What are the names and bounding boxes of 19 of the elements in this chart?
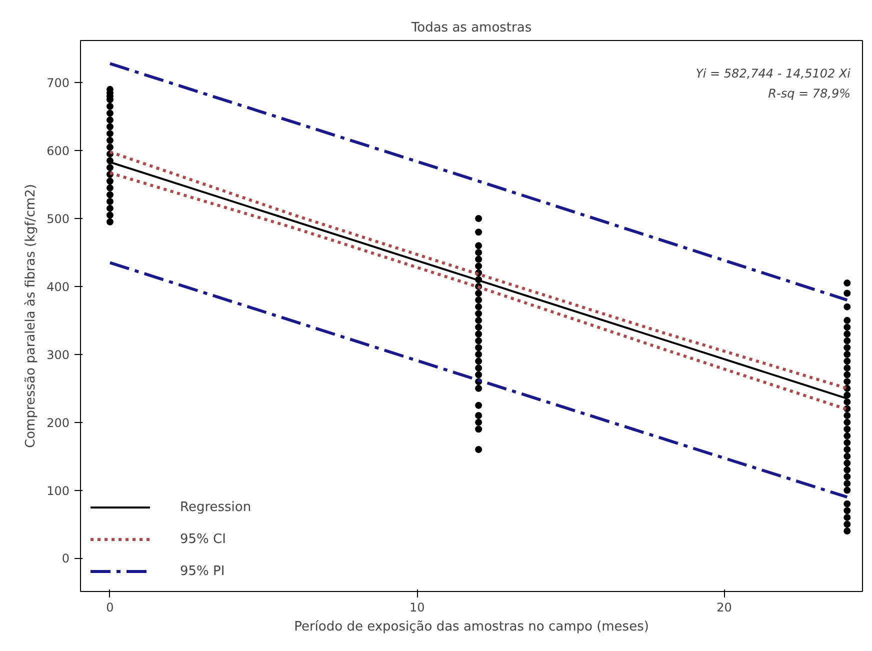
annotation: R-sq = 78,9%	[768, 86, 850, 100]
y-tick-label: 500	[46, 212, 70, 226]
y-tick-label: 100	[46, 484, 70, 498]
legend-label: 95% PI	[180, 564, 225, 578]
x-axis-title: Período de exposição das amostras no campo (meses)	[294, 620, 649, 634]
y-axis-title: Compressão paralela às fibras (kgf/cm2)	[24, 184, 39, 448]
chart-title: Todas as amostras	[410, 20, 532, 36]
y-tick-label: 400	[46, 280, 70, 294]
legend-label: 95% CI	[180, 532, 226, 546]
x-tick-label: 10	[410, 600, 425, 614]
annotation: Yi = 582,744 - 14,5102 Xi	[696, 66, 852, 80]
x-tick-label: 20	[716, 600, 732, 614]
y-tick-label: 300	[46, 348, 70, 362]
x-tick-label: 0	[106, 600, 114, 614]
y-tick-label: 600	[46, 144, 70, 158]
y-tick-label: 700	[46, 76, 70, 90]
legend-label: Regression	[180, 500, 252, 514]
y-tick-label: 0	[62, 552, 70, 566]
y-tick-label: 200	[46, 416, 70, 430]
